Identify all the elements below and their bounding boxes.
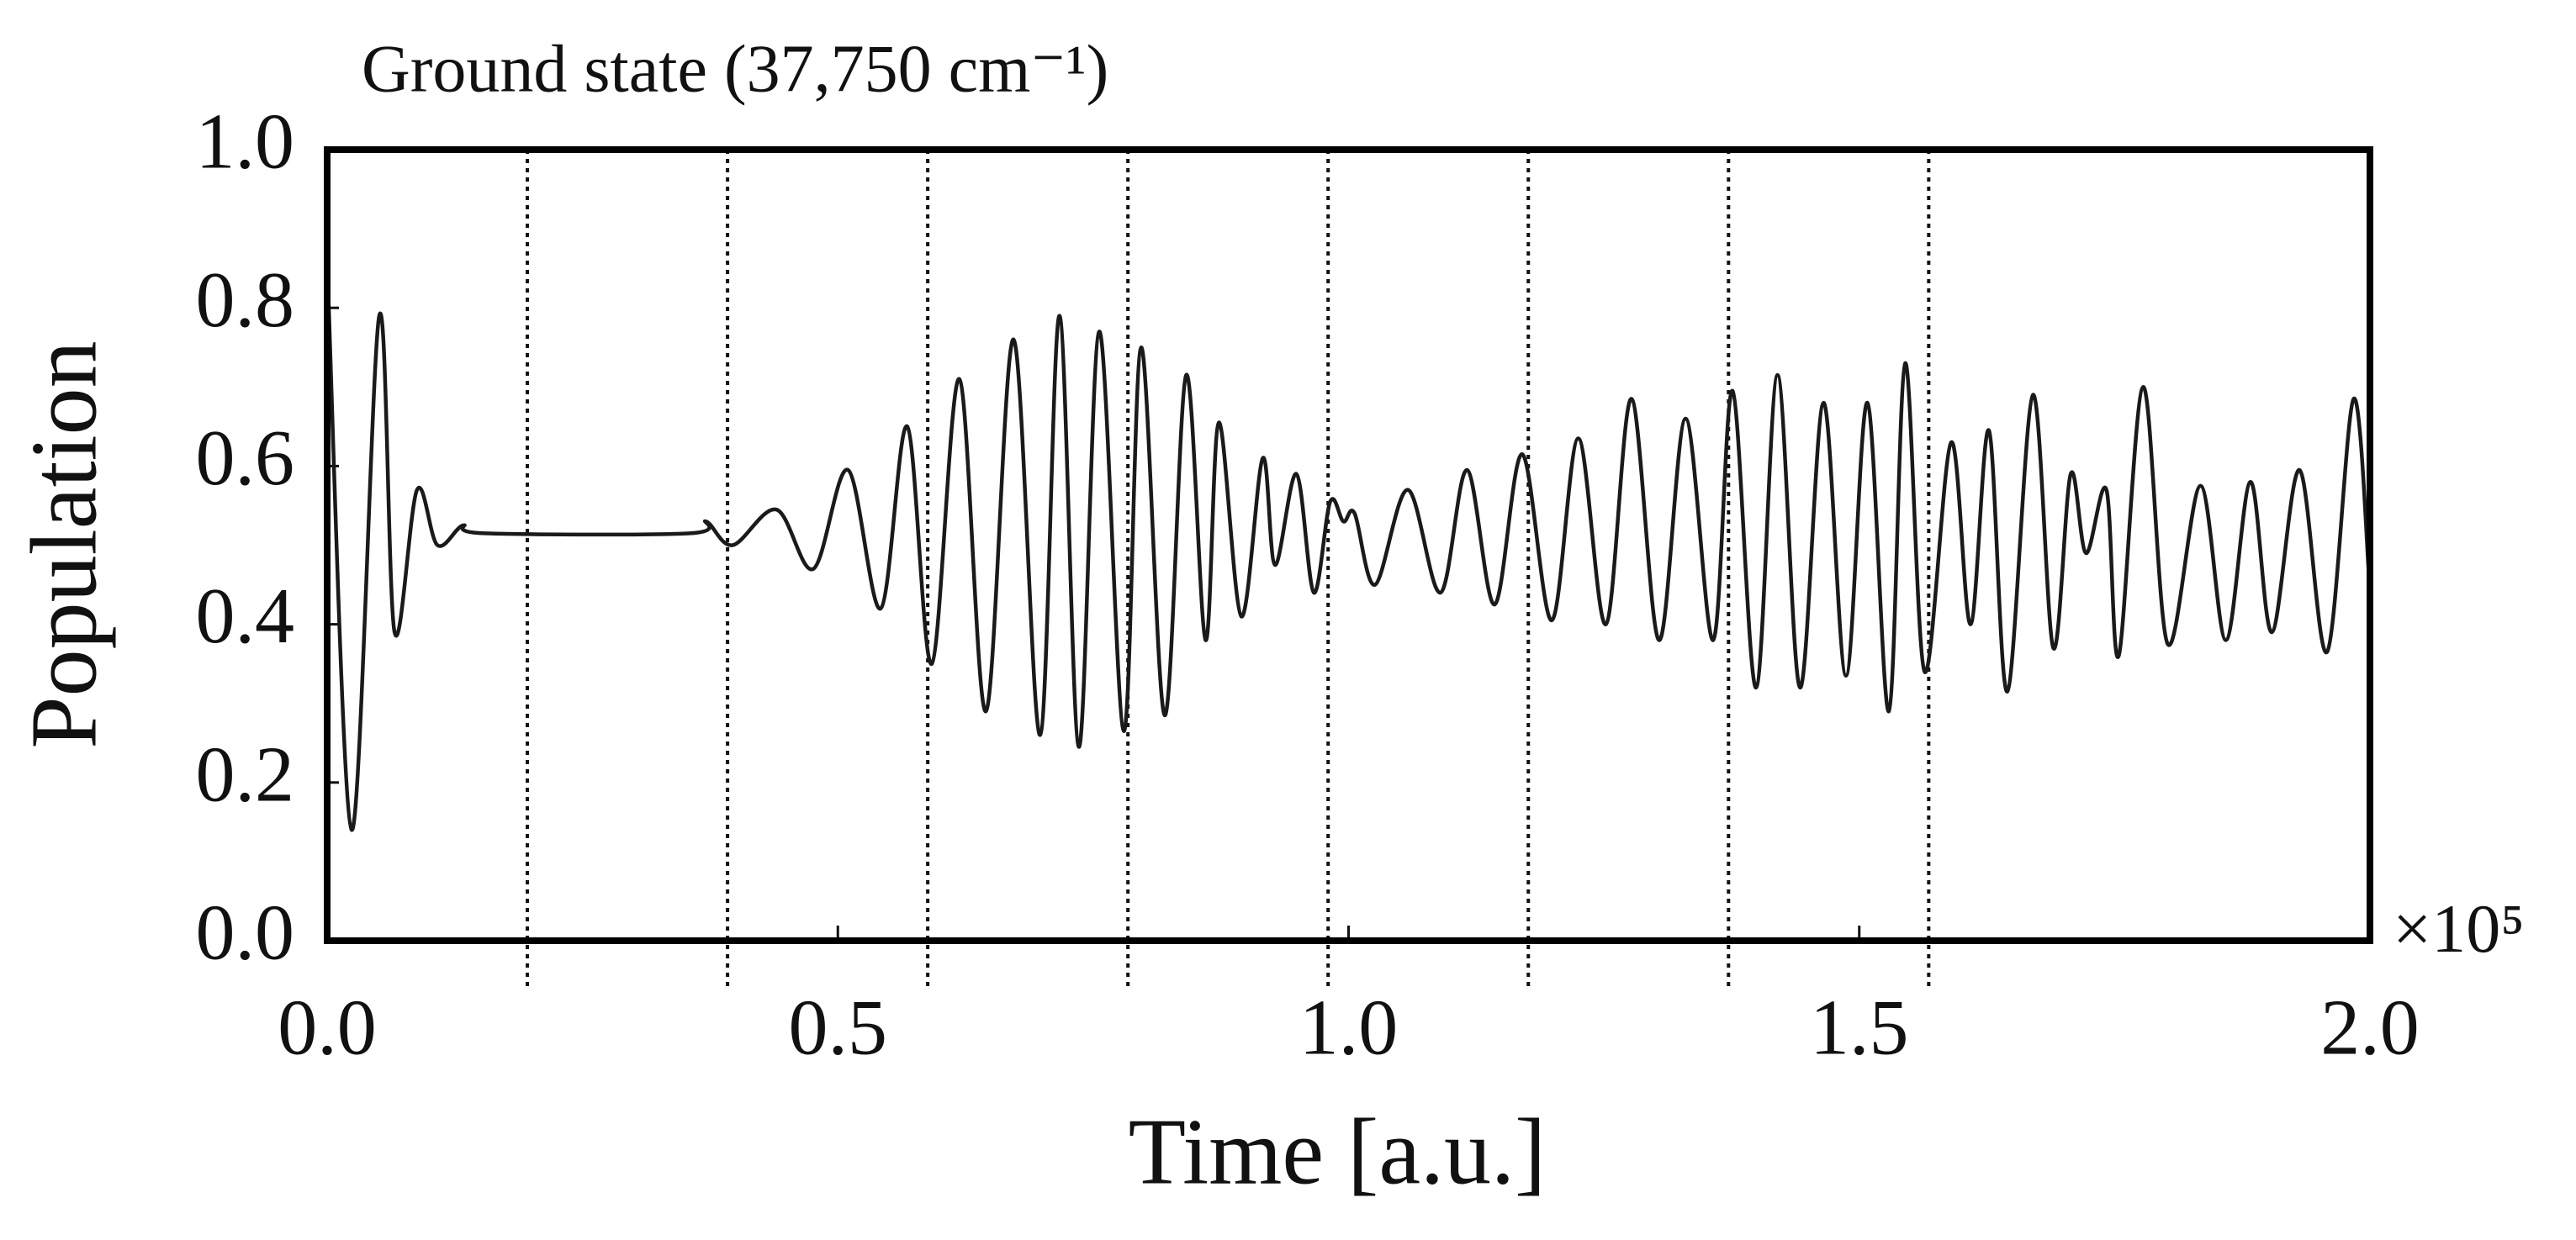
population-line (325, 262, 2372, 832)
y-tick-label: 0.0 (196, 889, 295, 977)
x-multiplier: ×10⁵ (2393, 890, 2525, 967)
y-tick-label: 1.0 (196, 98, 295, 186)
y-axis-label: Population (13, 340, 117, 748)
y-tick-label: 0.8 (196, 256, 295, 344)
x-tick-label: 0.0 (278, 984, 377, 1072)
chart-title: Ground state (37,750 cm⁻¹) (362, 32, 1108, 106)
x-axis-label: Time [a.u.] (1129, 1100, 1547, 1205)
x-tick-label: 1.0 (1299, 984, 1399, 1072)
y-tick-label: 0.6 (196, 414, 295, 502)
x-tick-label: 1.5 (1810, 984, 1909, 1072)
y-tick-label: 0.4 (196, 573, 295, 660)
plot-frame (324, 146, 2373, 944)
y-tick-label: 0.2 (196, 731, 295, 818)
x-tick-label: 0.5 (789, 984, 888, 1072)
x-tick-label: 2.0 (2320, 984, 2420, 1072)
